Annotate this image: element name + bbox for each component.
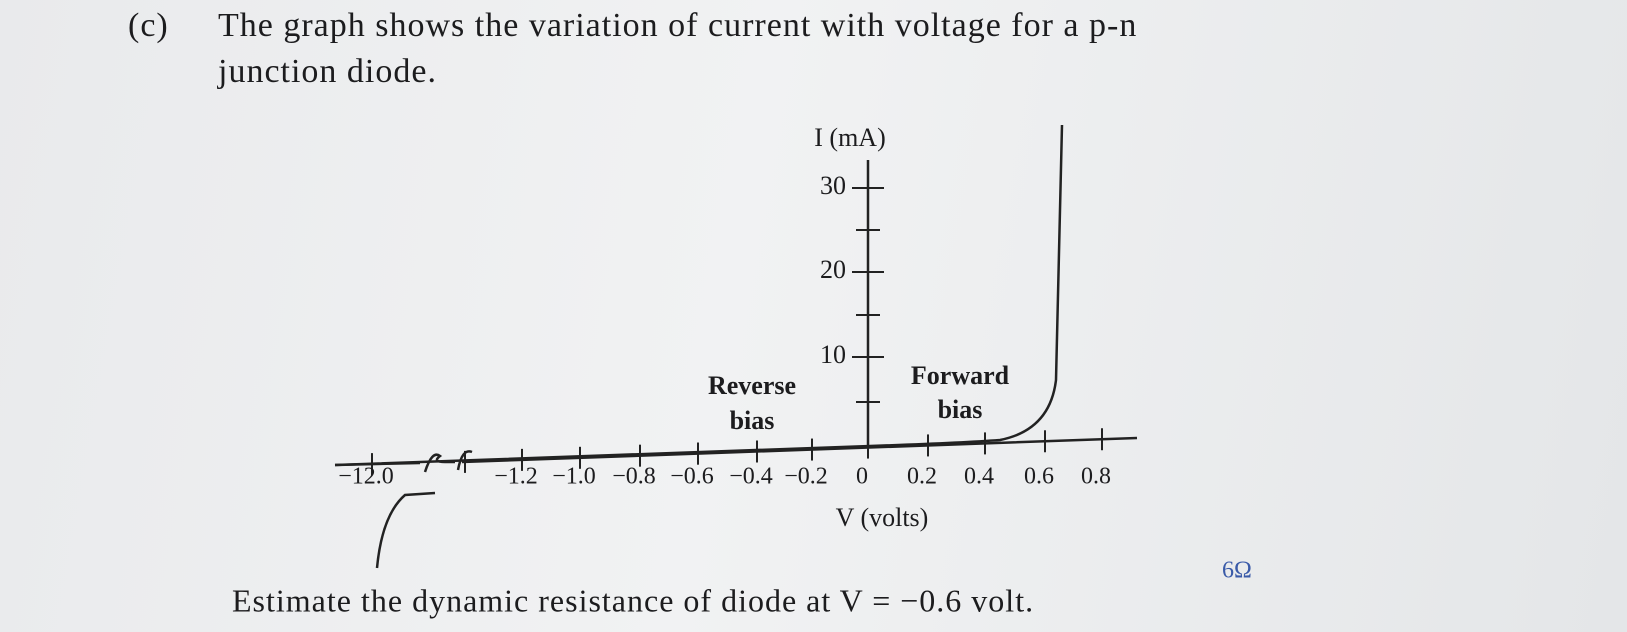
y-tick-label: 20: [820, 255, 846, 284]
x-tick-label: 0.6: [1024, 464, 1054, 490]
x-tick-label: −1.2: [494, 464, 538, 490]
handwriting: 6Ω: [1222, 558, 1252, 584]
annotation: bias: [938, 395, 983, 424]
x-tick-label: 0: [856, 464, 868, 490]
x-tick-label: −1.0: [552, 464, 596, 490]
y-tick-label: 30: [820, 171, 846, 200]
question-text: The graph shows the variation of current…: [218, 7, 1137, 44]
x-tick-label: 0.4: [964, 464, 994, 490]
x-tick-label: −0.6: [670, 464, 714, 490]
y-axis-label: I (mA): [814, 123, 885, 152]
prompt: Estimate the dynamic resistance of diode…: [232, 582, 1034, 618]
x-tick-label: −0.4: [729, 464, 773, 490]
x-tick-label: −12.0: [338, 464, 394, 490]
annotation: Forward: [911, 361, 1010, 390]
annotation: bias: [730, 406, 775, 435]
x-axis-label: V (volts): [836, 503, 929, 532]
iv-curve: [334, 124, 1064, 467]
x-tick-label: −0.2: [784, 464, 828, 490]
y-tick-label: 10: [820, 340, 846, 369]
ticks: −12.0 −1.2 −1.0 −0.8 −0.6 −0.4 −0.2 0 0.2 0.4 0.6 0…: [338, 171, 1111, 490]
x-tick-label: −0.8: [612, 464, 656, 490]
hand-stroke: [375, 491, 436, 569]
question-label: (c): [128, 7, 169, 44]
axes: [334, 124, 1138, 569]
question-text: junction diode.: [217, 53, 437, 90]
annotation: Reverse: [708, 371, 796, 400]
x-tick-label: 0.8: [1081, 464, 1111, 490]
x-tick-label: 0.2: [907, 464, 937, 490]
